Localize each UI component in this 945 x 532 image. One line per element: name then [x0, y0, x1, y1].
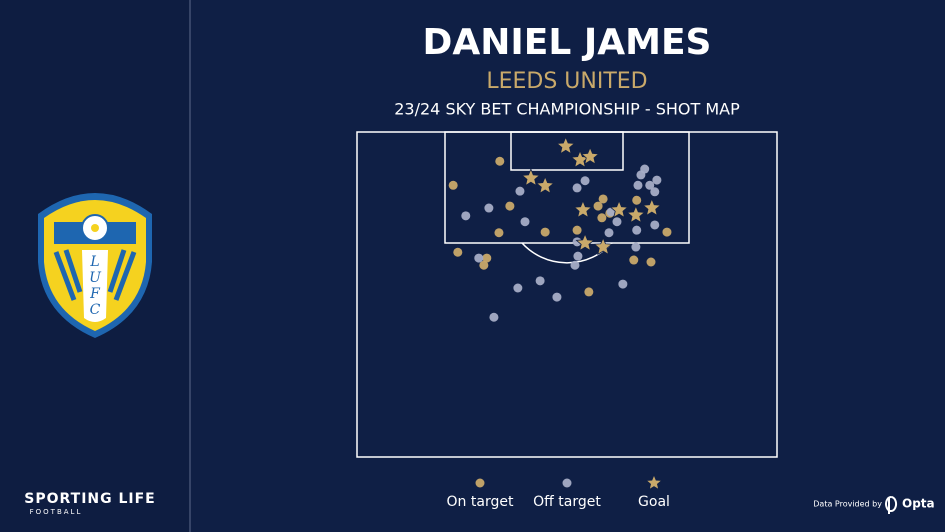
shot [520, 217, 530, 227]
legend-marker [562, 478, 572, 488]
goal-shot [642, 198, 662, 217]
shot [482, 253, 492, 263]
shot [453, 247, 463, 257]
shot [598, 194, 608, 204]
shot [650, 187, 660, 197]
shot [645, 180, 655, 190]
shot [650, 220, 660, 230]
shot [461, 211, 471, 221]
goal-shot [609, 199, 629, 219]
shot [489, 312, 499, 322]
goal-shot [573, 199, 593, 219]
shot [505, 201, 515, 211]
shot [474, 253, 484, 263]
shot [629, 255, 639, 265]
shot [593, 201, 603, 211]
goal-shot [575, 233, 595, 252]
crest-panel [82, 250, 108, 322]
chart-subtitle: LEEDS UNITED [486, 69, 647, 94]
crest-letter: C [90, 302, 101, 318]
shot [572, 225, 582, 235]
shot [570, 260, 580, 270]
shot [484, 203, 494, 213]
shot [662, 227, 672, 237]
goal-shot [626, 205, 646, 224]
shot [612, 217, 622, 227]
crest-letter: F [89, 286, 101, 302]
brand-name: SPORTING LIFE [24, 491, 156, 507]
shot [632, 225, 642, 235]
shot [535, 276, 545, 286]
shot [552, 292, 562, 302]
shot [495, 156, 505, 166]
shot [631, 242, 641, 252]
shot [572, 183, 582, 193]
shot [540, 227, 550, 237]
crest-letter: U [89, 270, 102, 286]
credit-text: Data Provided by [813, 500, 882, 509]
goal-shot [593, 237, 613, 256]
shot [652, 175, 662, 185]
chart-caption: 23/24 SKY BET CHAMPIONSHIP - SHOT MAP [394, 100, 740, 119]
goal-shot [535, 175, 555, 195]
shot [584, 287, 594, 297]
shot [632, 195, 642, 205]
crest-stripes [53, 249, 137, 301]
shot [572, 237, 582, 247]
credit-provider: Opta [902, 497, 935, 511]
goal-shot [580, 146, 600, 165]
shot [633, 180, 643, 190]
chart-title: DANIEL JAMES [423, 22, 712, 63]
legend-marker [645, 473, 663, 491]
legend-label: Off target [533, 494, 601, 510]
shot [513, 283, 523, 293]
shot [597, 213, 607, 223]
goal-shot [521, 168, 541, 187]
crest-letter: L [89, 254, 99, 270]
shot [618, 279, 628, 289]
legend-label: Goal [638, 494, 670, 510]
shot [604, 228, 614, 238]
crest-rose-centre [91, 224, 99, 232]
shot [636, 170, 646, 180]
legend-marker [475, 478, 485, 488]
six-yard-box [510, 131, 624, 171]
shot [515, 186, 525, 196]
shot [573, 251, 583, 261]
club-crest [38, 193, 152, 338]
legend-label: On target [447, 494, 514, 510]
shot [646, 257, 656, 267]
shot [448, 180, 458, 190]
goal-shot [556, 136, 576, 155]
shot [479, 260, 489, 270]
shot [494, 228, 504, 238]
brand-sub: FOOTBALL [30, 508, 83, 516]
shot [580, 176, 590, 186]
credit-logo [885, 496, 898, 514]
